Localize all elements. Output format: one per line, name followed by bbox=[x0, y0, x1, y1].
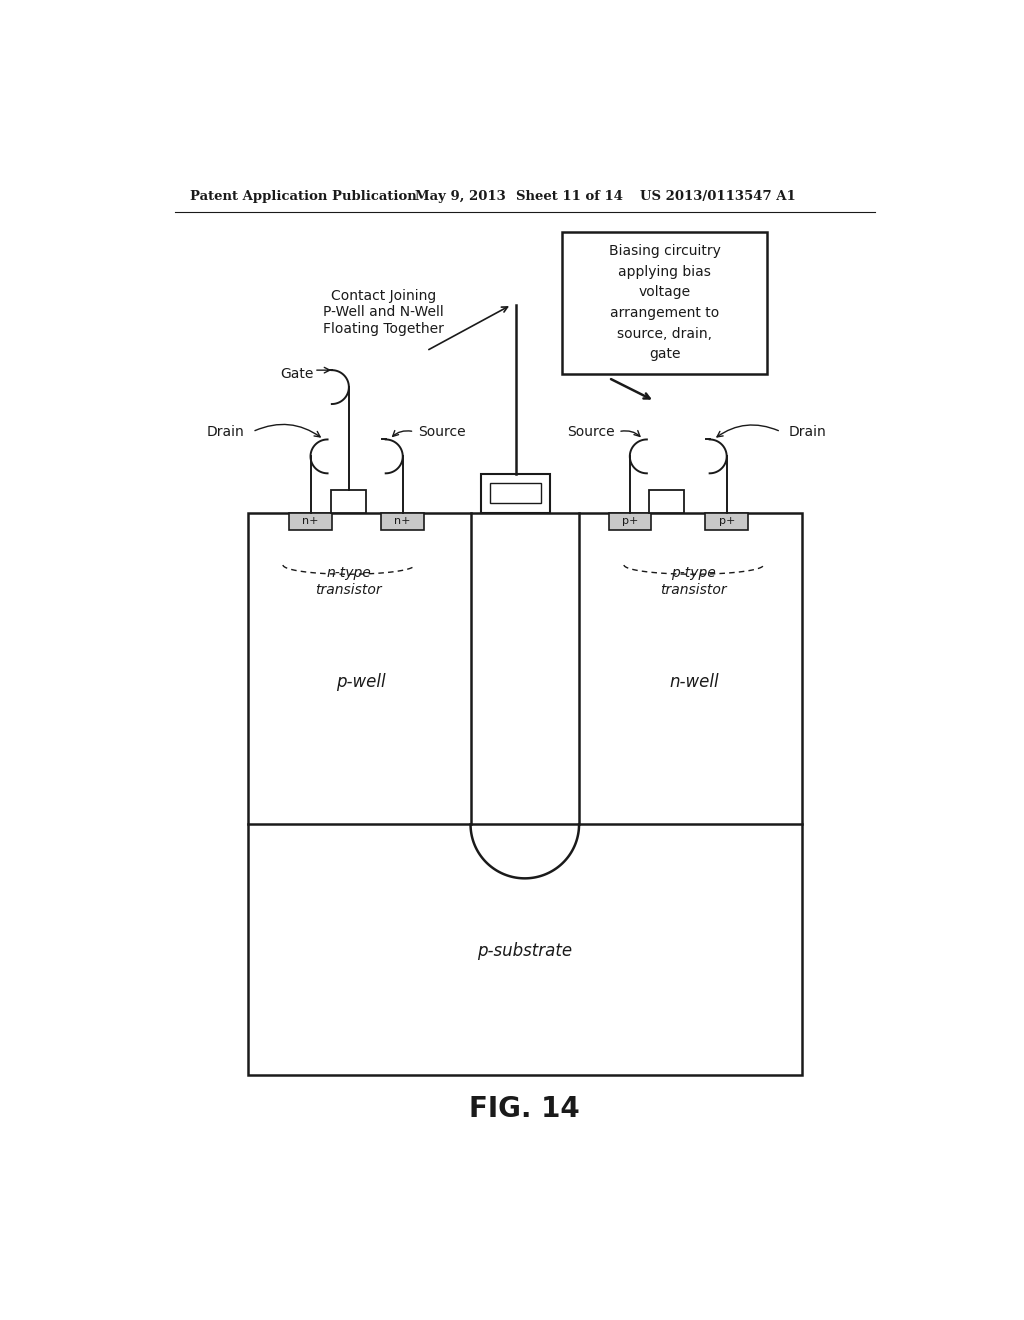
Bar bbox=[289, 512, 332, 529]
Bar bbox=[332, 490, 367, 512]
Text: Source: Source bbox=[566, 425, 614, 438]
Text: FIG. 14: FIG. 14 bbox=[469, 1096, 581, 1123]
Text: p+: p+ bbox=[719, 516, 735, 527]
Bar bbox=[608, 512, 651, 529]
Text: Drain: Drain bbox=[207, 425, 245, 438]
Text: p-type
transistor: p-type transistor bbox=[660, 566, 727, 597]
Text: May 9, 2013: May 9, 2013 bbox=[415, 190, 506, 203]
Text: Gate: Gate bbox=[281, 367, 314, 381]
Bar bbox=[489, 483, 541, 503]
Bar bbox=[381, 512, 424, 529]
Text: n+: n+ bbox=[394, 516, 411, 527]
Text: Contact Joining
P-Well and N-Well
Floating Together: Contact Joining P-Well and N-Well Floati… bbox=[324, 289, 444, 335]
Text: p+: p+ bbox=[622, 516, 638, 527]
Bar bbox=[649, 490, 684, 512]
Bar bbox=[706, 512, 748, 529]
Text: n-well: n-well bbox=[669, 673, 719, 690]
Text: Sheet 11 of 14: Sheet 11 of 14 bbox=[515, 190, 623, 203]
Text: n+: n+ bbox=[302, 516, 318, 527]
Text: US 2013/0113547 A1: US 2013/0113547 A1 bbox=[640, 190, 796, 203]
Text: Biasing circuitry
applying bias
voltage
arrangement to
source, drain,
gate: Biasing circuitry applying bias voltage … bbox=[608, 244, 721, 362]
Bar bbox=[562, 231, 767, 374]
Text: n-type
transistor: n-type transistor bbox=[315, 566, 382, 597]
Text: Source: Source bbox=[418, 425, 466, 438]
Text: p-well: p-well bbox=[336, 673, 385, 690]
Text: p-substrate: p-substrate bbox=[477, 942, 572, 961]
Bar bbox=[248, 512, 802, 1074]
Text: Drain: Drain bbox=[788, 425, 826, 438]
Text: Patent Application Publication: Patent Application Publication bbox=[190, 190, 417, 203]
Bar bbox=[480, 474, 550, 512]
